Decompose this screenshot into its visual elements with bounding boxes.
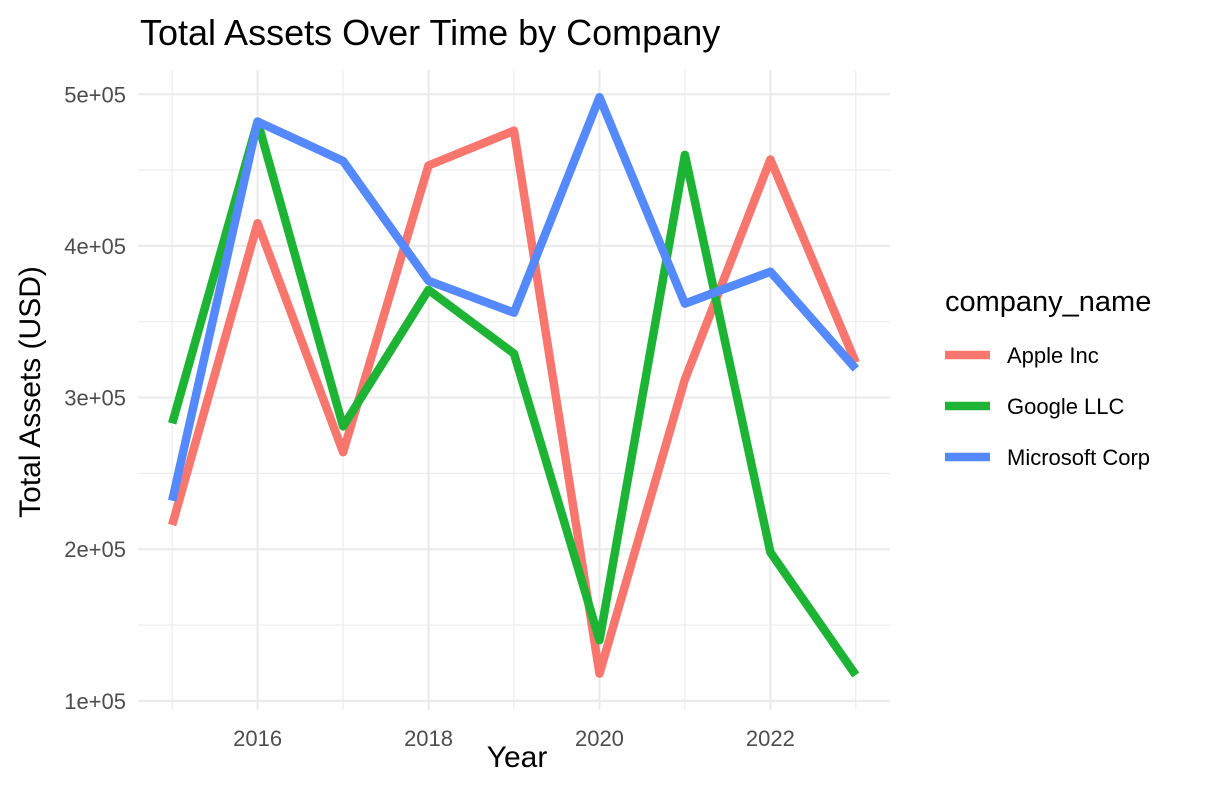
chart-title: Total Assets Over Time by Company xyxy=(140,12,720,53)
legend: company_name Apple Inc Google LLC Microsof… xyxy=(945,286,1151,470)
series-line-microsoft-corp xyxy=(168,93,859,502)
series-line-google-llc xyxy=(168,117,860,678)
x-tick-label: 2020 xyxy=(575,726,624,751)
legend-title: company_name xyxy=(945,286,1151,318)
x-axis-title: Year xyxy=(487,741,548,774)
legend-items: Apple Inc Google LLC Microsoft Corp xyxy=(945,343,1150,470)
legend-item: Apple Inc xyxy=(945,343,1099,368)
y-axis-title: Total Assets (USD) xyxy=(14,266,47,518)
y-axis-ticks: 1e+05 2e+05 3e+05 4e+05 5e+05 xyxy=(64,82,126,714)
legend-item: Microsoft Corp xyxy=(945,445,1150,470)
x-axis-ticks: 2016 2018 2020 2022 xyxy=(233,726,795,751)
y-tick-label: 4e+05 xyxy=(64,234,126,259)
x-tick-label: 2018 xyxy=(404,726,453,751)
y-tick-label: 5e+05 xyxy=(64,82,126,107)
legend-label: Apple Inc xyxy=(1007,343,1099,368)
series-line-apple-inc xyxy=(168,126,860,678)
x-tick-label: 2016 xyxy=(233,726,282,751)
series-lines xyxy=(168,93,860,678)
legend-label: Microsoft Corp xyxy=(1007,445,1150,470)
y-tick-label: 2e+05 xyxy=(64,537,126,562)
x-tick-label: 2022 xyxy=(746,726,795,751)
y-tick-label: 1e+05 xyxy=(64,689,126,714)
legend-label: Google LLC xyxy=(1007,394,1125,419)
legend-item: Google LLC xyxy=(945,394,1125,419)
y-tick-label: 3e+05 xyxy=(64,386,126,411)
